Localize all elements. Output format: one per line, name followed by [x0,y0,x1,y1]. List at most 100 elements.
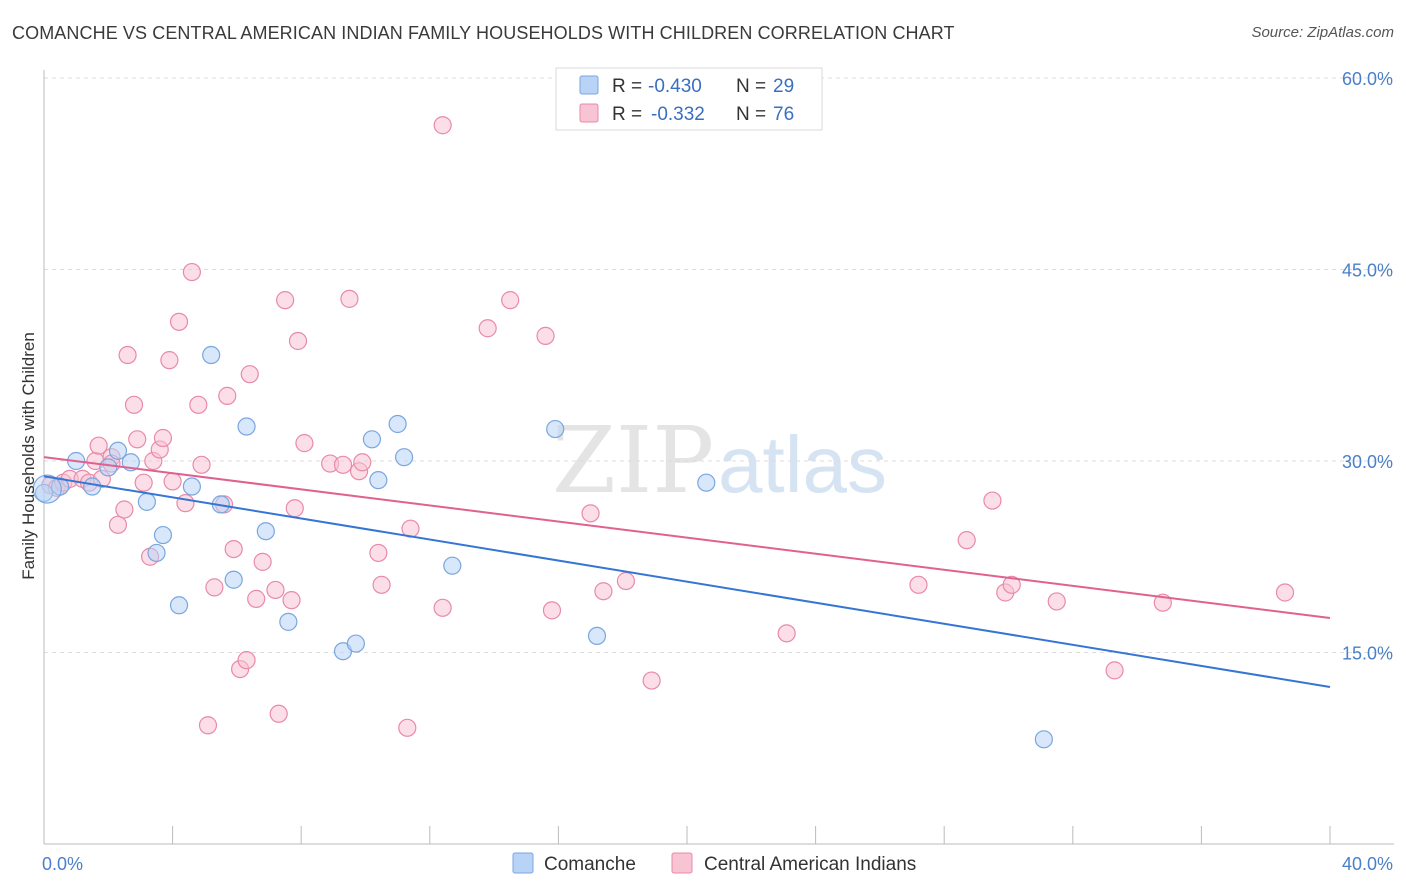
point-cai [353,453,372,472]
point-cai [153,428,173,448]
point-cai [118,345,137,365]
point-comanche [256,522,275,541]
point-cai [372,575,391,594]
point-cai [369,543,388,563]
point-cai [89,436,108,455]
point-cai [282,591,301,610]
y-tick-label: 60.0% [1342,69,1393,89]
watermark-atlas: atlas [718,420,887,509]
stats-legend-swatch-comanche [579,75,599,95]
point-cai [340,289,359,308]
point-comanche [388,414,407,434]
point-cai [160,351,179,370]
point-cai [1105,661,1124,680]
point-comanche [587,626,607,646]
x-tick-label-min: 0.0% [42,854,83,874]
point-cai [1047,592,1066,611]
axes [43,70,1394,845]
point-cai [128,430,147,449]
point-cai [115,500,134,519]
trend-line-comanche [43,475,1331,688]
point-cai [276,291,295,310]
point-cai [285,499,304,518]
point-cai [189,395,208,414]
series-legend-label-comanche: Comanche [544,854,636,875]
series-legend-swatch-cai [671,852,693,874]
x-tick-label-max: 40.0% [1342,854,1393,874]
point-comanche [34,483,54,503]
point-comanche [369,471,388,490]
chart-source: Source: ZipAtlas.com [1251,24,1394,41]
point-comanche [182,477,201,496]
point-comanche [346,634,365,653]
point-cai [198,716,218,735]
stats-legend-n-label-cai: N = [736,104,766,125]
point-cai [176,494,195,513]
point-cai [957,531,976,550]
stats-legend-n-label-comanche: N = [736,76,766,97]
point-cai [433,598,452,617]
point-cai [288,331,308,351]
point-comanche [147,543,166,563]
point-cai [536,326,555,345]
point-comanche [169,596,189,615]
point-cai [295,434,314,453]
point-cai [1002,575,1021,594]
point-cai [777,624,796,643]
point-cai [124,395,144,414]
point-comanche [83,477,102,496]
point-cai [269,704,288,723]
point-comanche [394,448,414,467]
point-cai [983,491,1002,510]
trend-line-cai [43,456,1331,620]
y-tick-label: 30.0% [1342,452,1393,472]
point-comanche [1034,730,1053,749]
point-cai [182,262,201,282]
stats-legend-r-value-comanche: -0.430 [648,76,702,97]
point-cai [501,291,520,310]
point-cai [224,539,243,559]
watermark: ZIP atlas [552,407,887,514]
series-legend: Comanche Central American Indians [512,852,916,875]
stats-legend-box [555,67,823,131]
stats-legend: R = -0.430 N = 29 R = -0.332 N = 76 [555,67,823,131]
point-cai [266,580,285,600]
point-cai [642,671,661,690]
point-comanche [224,570,243,589]
stats-legend-n-value-comanche: 29 [773,76,794,97]
point-cai [237,651,256,670]
point-cai [108,515,128,534]
point-cai [594,582,613,601]
point-cai [253,552,272,571]
y-tick-label: 15.0% [1342,644,1393,664]
point-cai [218,386,237,405]
point-cai [398,718,417,737]
chart-title: COMANCHE VS CENTRAL AMERICAN INDIAN FAMI… [12,23,955,43]
gridlines [44,77,1394,653]
point-comanche [362,430,382,449]
y-tick-label: 45.0% [1342,261,1393,281]
point-cai [240,365,259,384]
point-cai [1275,583,1295,602]
point-cai [581,504,600,523]
x-tick-labels: 0.0% 40.0% [42,854,1393,874]
stats-legend-swatch-cai [579,103,599,123]
point-comanche [237,417,256,436]
stats-legend-n-value-cai: 76 [773,104,794,125]
point-comanche [153,525,173,545]
point-cai [433,116,452,135]
point-cai [542,601,562,620]
point-cai [247,589,266,608]
point-cluster-comanche [32,474,62,504]
point-cai [134,473,153,492]
point-cai [163,472,182,491]
point-cai [205,578,224,597]
point-cai [169,312,189,331]
series-legend-label-cai: Central American Indians [704,854,916,875]
point-cai [909,575,928,594]
stats-legend-r-label-cai: R = [612,104,642,125]
y-axis-label: Family Households with Children [19,332,38,580]
point-comanche [137,492,156,511]
